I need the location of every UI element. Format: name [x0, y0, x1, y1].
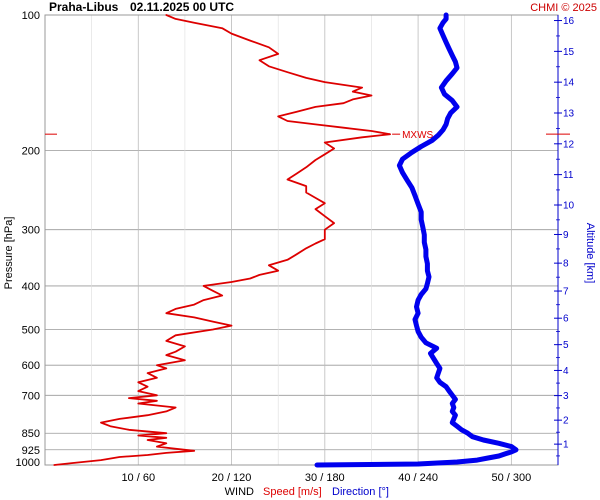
pressure-tick-label: 400	[22, 281, 40, 293]
copyright: CHMI © 2025	[530, 2, 597, 14]
altitude-tick-label: 2	[563, 416, 569, 427]
altitude-tick-label: 15	[563, 47, 575, 58]
pressure-tick-label: 500	[22, 325, 40, 337]
altitude-tick-label: 9	[563, 230, 569, 241]
altitude-tick-label: 13	[563, 108, 575, 119]
x-tick-label: 20 / 120	[212, 472, 252, 484]
pressure-tick-label: 1000	[16, 457, 40, 469]
altitude-tick-label: 14	[563, 78, 575, 89]
altitude-tick-label: 4	[563, 366, 569, 377]
x-tick-labels: 10 / 60 20 / 120 30 / 180 40 / 240 50 / 300	[121, 472, 531, 484]
altitude-tick-label: 11	[563, 170, 574, 181]
altitude-tick-label: 5	[563, 340, 569, 351]
station-name: Praha-Libus	[49, 0, 119, 14]
pressure-tick-label: 300	[22, 225, 40, 237]
pressure-tick-label: 600	[22, 360, 40, 372]
altitude-tick-label: 8	[563, 259, 569, 270]
direction-line	[314, 12, 519, 468]
pressure-tick-label: 200	[22, 145, 40, 157]
mxws-label: MXWS	[402, 130, 433, 141]
pressure-axis-label: Pressure [hPa]	[3, 217, 15, 290]
altitude-tick-label: 12	[563, 139, 575, 150]
altitude-tick-label: 10	[563, 200, 575, 211]
series-lines	[53, 12, 519, 468]
mxws-marker: MXWS	[45, 130, 570, 141]
speed-axis-label: Speed [m/s]	[263, 486, 322, 498]
altitude-axis-label: Altitude [km]	[584, 223, 596, 284]
altitude-tick-label: 16	[563, 16, 575, 27]
pressure-tick-label: 700	[22, 390, 40, 402]
altitude-tick-label: 7	[563, 287, 569, 298]
wind-axis-title: WIND	[225, 486, 254, 498]
x-tick-label: 50 / 300	[491, 472, 531, 484]
pressure-tick-label: 100	[22, 10, 40, 22]
speed-line	[53, 14, 392, 466]
altitude-tick-label: 6	[563, 314, 569, 325]
pressure-tick-label: 850	[22, 428, 40, 440]
x-tick-label: 40 / 240	[398, 472, 438, 484]
pressure-tick-label: 925	[22, 445, 40, 457]
x-tick-label: 10 / 60	[121, 472, 155, 484]
direction-axis-label: Direction [°]	[332, 486, 389, 498]
sounding-datetime: 02.11.2025 00 UTC	[130, 0, 234, 14]
altitude-tick-label: 1	[563, 440, 569, 451]
altitude-tick-label: 3	[563, 391, 569, 402]
x-tick-label: 30 / 180	[305, 472, 345, 484]
